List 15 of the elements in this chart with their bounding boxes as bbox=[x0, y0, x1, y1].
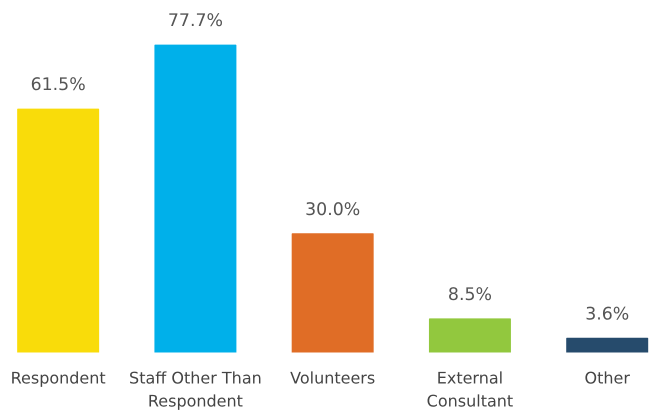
x-tick-label: Other bbox=[584, 368, 630, 388]
bar bbox=[566, 338, 648, 352]
x-tick-label: Staff Other Than Respondent bbox=[129, 368, 262, 410]
data-label: 8.5% bbox=[448, 284, 492, 305]
x-tick-label: External Consultant bbox=[426, 368, 514, 410]
data-label: 77.7% bbox=[168, 11, 223, 32]
x-tick-label: Respondent bbox=[10, 368, 106, 388]
data-label: 3.6% bbox=[585, 304, 630, 324]
bar bbox=[428, 318, 511, 352]
data-label: 30.0% bbox=[305, 200, 360, 220]
bar bbox=[17, 108, 100, 352]
x-tick-label: Volunteers bbox=[290, 368, 376, 388]
data-label: 61.5% bbox=[30, 75, 86, 96]
bar bbox=[292, 233, 374, 352]
bar bbox=[154, 44, 236, 352]
